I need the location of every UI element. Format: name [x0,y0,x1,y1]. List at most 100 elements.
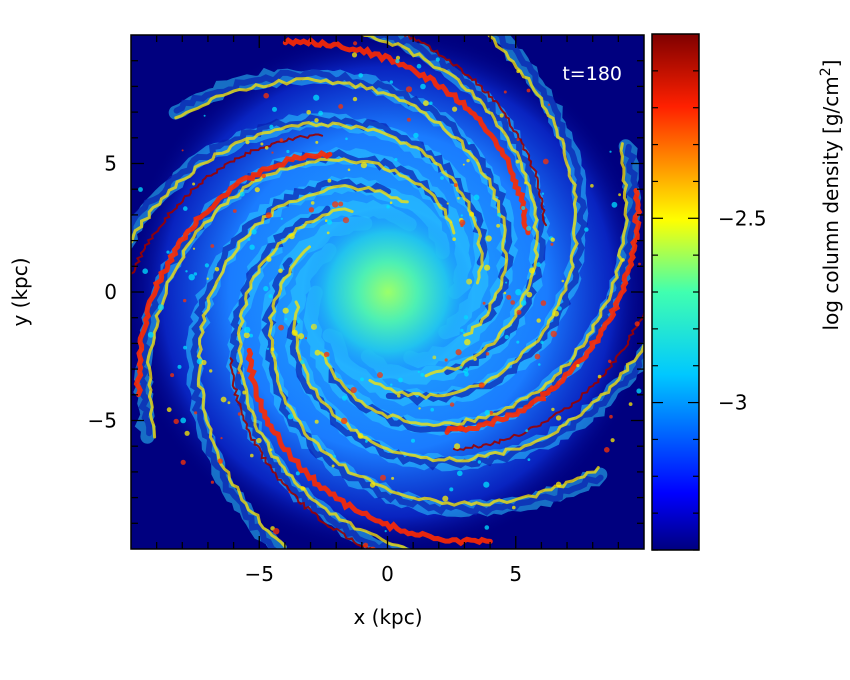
density-clump [192,182,196,186]
density-clump [604,447,610,453]
density-clump [291,329,298,336]
density-clump [395,55,401,61]
arm-gap [328,143,640,433]
density-clump [278,268,283,274]
y-tick-label: 5 [104,152,117,176]
density-clump [636,388,642,394]
density-clump [541,192,545,195]
density-clump [201,359,207,366]
density-clump [590,184,594,188]
density-clump [394,158,398,162]
density-clump [647,337,651,341]
density-clump [314,349,321,356]
density-clump [609,150,612,153]
density-clump [638,262,641,266]
density-clump [194,411,198,415]
density-clump [300,486,306,491]
density-clump [183,206,188,211]
density-clump [473,357,477,361]
density-clump [454,443,461,450]
density-clump [269,124,274,129]
density-clump [484,525,490,530]
density-clump [526,291,533,298]
density-clump [516,69,520,74]
density-clump [398,377,403,383]
density-clump [279,138,284,143]
density-clump [420,83,426,90]
density-clump [363,542,369,548]
density-clump [466,158,470,163]
density-clump [452,106,458,112]
spiral-arms [131,35,651,549]
density-clump [357,433,364,439]
density-clump [338,201,344,207]
density-clump [251,229,257,235]
density-clump [157,304,164,311]
density-clump [209,369,213,373]
density-clump [413,132,419,139]
x-tick-label: 5 [509,562,522,586]
x-tick-label: −5 [245,562,274,586]
colorbar-tick-label: −2.5 [718,206,767,230]
density-clump [515,289,522,296]
density-clump [260,142,264,146]
density-clump [305,337,307,340]
density-clump [497,212,502,217]
density-clump [206,277,209,280]
density-clump [446,202,449,205]
density-clump [555,415,562,421]
density-clump [214,267,220,272]
axes: −5 0 5 −5 0 5 [88,35,644,586]
density-clump [270,347,275,352]
dense-arm [133,149,333,398]
arm-filament [291,300,644,463]
density-clump [450,221,453,224]
density-clump [263,92,270,99]
density-clump [237,371,240,375]
density-clump [332,201,339,208]
density-clump [515,159,520,164]
arm-filament [236,207,410,549]
density-clump [609,414,613,419]
x-tick-label: 0 [381,562,394,586]
density-clump [243,332,250,339]
density-clump [457,196,460,200]
density-clump [266,256,272,262]
density-clump [503,90,507,94]
density-clump [459,219,466,226]
colorbar-tick-label: −3 [718,391,747,415]
density-clump [459,366,463,369]
density-clump [204,263,209,268]
time-annotation: t=180 [562,63,622,85]
density-clump [538,363,541,366]
density-clump [529,267,535,274]
density-clump [250,453,254,458]
density-clump [550,237,555,242]
density-clump [503,291,507,295]
density-clump [256,437,262,444]
density-clump [516,309,522,315]
density-clump [249,333,254,338]
density-clump [296,320,301,324]
density-clump [265,212,272,219]
density-clump [561,279,565,283]
density-clump [210,480,214,484]
arm-filament [267,245,600,507]
density-clump [483,481,490,488]
density-clump [516,340,520,344]
density-clump [506,294,512,300]
arm-filament [131,121,484,285]
density-clump [180,417,187,424]
density-clump [239,191,245,197]
density-clump [634,321,640,327]
density-clump [177,364,182,369]
density-clump [489,410,494,415]
density-clump [430,407,435,412]
density-clump [389,80,393,84]
density-clump [444,358,448,362]
density-clump [313,94,320,101]
density-clump [244,326,251,334]
density-clump [369,482,376,488]
density-clump [526,88,531,93]
